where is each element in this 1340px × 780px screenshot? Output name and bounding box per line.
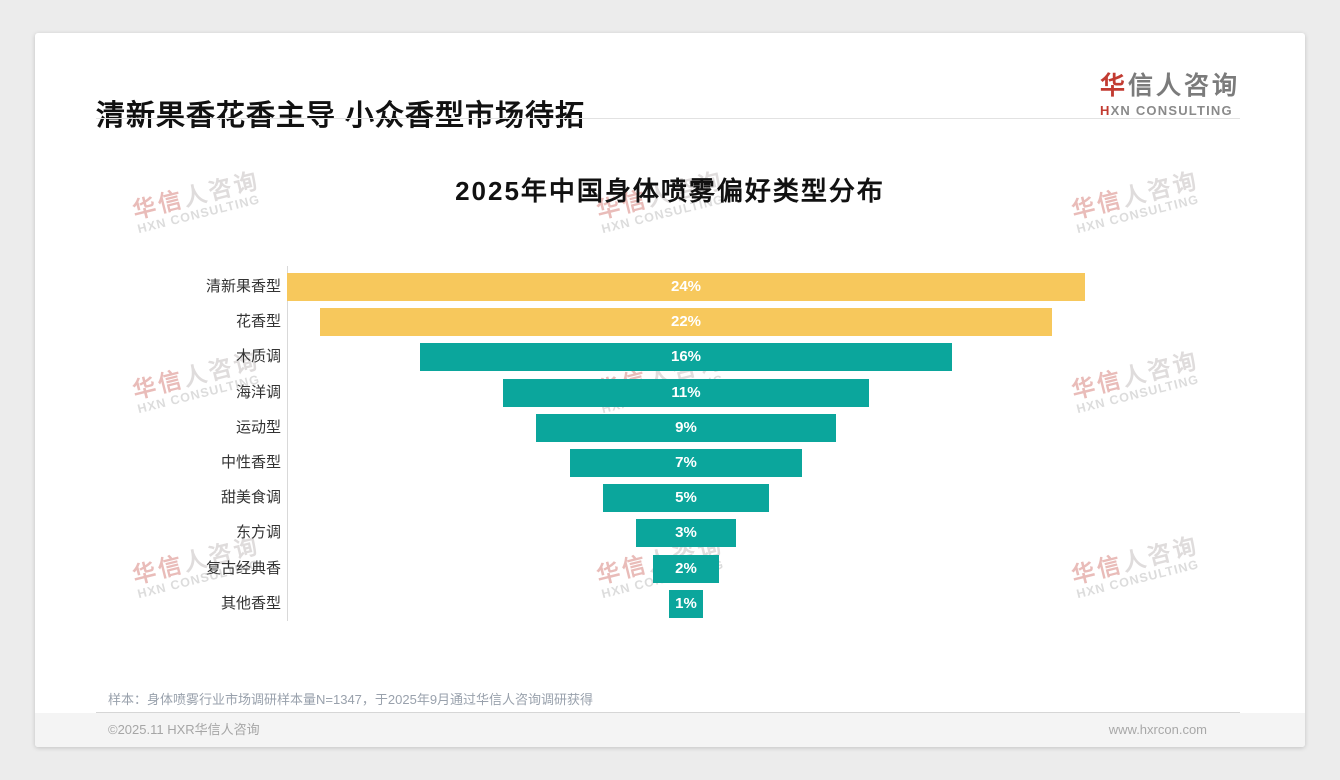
funnel-bar: 22%	[320, 308, 1052, 337]
category-label: 复古经典香	[205, 559, 281, 577]
logo-cn-text: 华信人咨询	[1099, 72, 1240, 100]
sample-footnote: 样本：身体喷雾行业市场调研样本量N=1347，于2025年9月通过华信人咨询调研…	[108, 692, 594, 707]
bar-value-label: 24%	[670, 278, 702, 295]
bar-value-label: 7%	[675, 454, 697, 471]
copyright-text: ©2025.11 HXR华信人咨询	[108, 722, 260, 737]
funnel-bar: 16%	[420, 343, 952, 372]
category-label: 清新果香型	[205, 278, 281, 295]
footer-divider	[96, 712, 1240, 713]
bar-value-label: 3%	[675, 524, 697, 542]
funnel-bar: 3%	[636, 519, 736, 548]
axis-line	[287, 266, 288, 621]
category-label: 其他香型	[220, 594, 281, 612]
bar-value-label: 11%	[671, 383, 701, 401]
funnel-bar: 7%	[569, 449, 803, 477]
category-label: 海洋调	[235, 383, 281, 401]
bar-value-label: 1%	[675, 594, 697, 612]
footer-bar: ©2025.11 HXR华信人咨询 www.hxrcon.com	[35, 713, 1305, 747]
bar-value-label: 16%	[670, 348, 702, 366]
chart-title: 2025年中国身体喷雾偏好类型分布	[455, 176, 885, 206]
category-label: 甜美食调	[220, 489, 281, 507]
funnel-chart: 清新果香型 24% 花香型 22% 木质调 16% 海洋调 11% 运动型 9% 中性香型 7% 甜美食…	[35, 33, 1305, 747]
bar-value-label: 2%	[675, 559, 697, 577]
category-label: 木质调	[235, 348, 281, 366]
funnel-bar: 5%	[602, 484, 770, 513]
logo-en-text: HXN CONSULTING	[1099, 103, 1233, 118]
category-label: 中性香型	[220, 454, 281, 471]
bar-value-label: 9%	[675, 418, 697, 436]
page-title: 清新果香花香主导 小众香型市场待拓	[96, 100, 586, 133]
bar-value-label: 22%	[670, 313, 702, 331]
website-text: www.hxrcon.com	[1108, 722, 1207, 737]
slide-card: 华信人咨询 HXN CONSULTING 华信人咨询 HXN CONSULTING 华信…	[35, 33, 1305, 747]
funnel-bar: 1%	[669, 589, 703, 618]
category-label: 运动型	[235, 418, 281, 436]
funnel-bar: 2%	[652, 554, 720, 583]
funnel-bar: 11%	[503, 378, 869, 407]
company-logo: 华信人咨询 HXN CONSULTING	[1100, 66, 1240, 118]
category-label: 花香型	[235, 313, 281, 331]
header-divider	[96, 118, 1240, 119]
funnel-bar: 9%	[536, 413, 836, 442]
bar-value-label: 5%	[675, 489, 697, 507]
funnel-bar: 24%	[287, 273, 1085, 301]
category-label: 东方调	[235, 524, 281, 542]
